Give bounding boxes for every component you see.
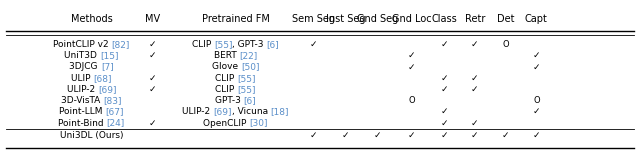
Text: Pretrained FM: Pretrained FM [202,14,269,24]
Text: ✓: ✓ [148,74,156,83]
Text: ✓: ✓ [441,131,449,140]
Text: Class: Class [432,14,458,24]
Text: [83]: [83] [103,96,122,105]
Text: , GPT-3: , GPT-3 [232,40,267,49]
Text: ✓: ✓ [342,131,349,140]
Text: ✓: ✓ [471,119,479,128]
Text: ✓: ✓ [310,40,317,49]
Text: Gnd Seg: Gnd Seg [357,14,398,24]
Text: MV: MV [145,14,160,24]
Text: ULIP: ULIP [71,74,93,83]
Text: 3D-VisTA: 3D-VisTA [61,96,103,105]
Text: CLIP: CLIP [215,74,237,83]
Text: UniT3D: UniT3D [65,51,100,60]
Text: ✓: ✓ [408,62,415,71]
Text: ✓: ✓ [148,85,156,94]
Text: [50]: [50] [241,62,259,71]
Text: Inst Seg: Inst Seg [326,14,365,24]
Text: O: O [502,40,509,49]
Text: CLIP: CLIP [215,85,237,94]
Text: ✓: ✓ [374,131,381,140]
Text: ULIP-2: ULIP-2 [67,85,98,94]
Text: [30]: [30] [250,119,268,128]
Text: ✓: ✓ [532,131,540,140]
Text: [69]: [69] [213,107,232,116]
Text: [82]: [82] [111,40,130,49]
Text: Point-LLM: Point-LLM [59,107,106,116]
Text: O: O [533,96,540,105]
Text: [68]: [68] [93,74,112,83]
Text: ✓: ✓ [148,51,156,60]
Text: Methods: Methods [70,14,113,24]
Text: Retr: Retr [465,14,485,24]
Text: [69]: [69] [98,85,116,94]
Text: ✓: ✓ [148,40,156,49]
Text: PointCLIP v2: PointCLIP v2 [53,40,111,49]
Text: ✓: ✓ [441,107,449,116]
Text: [67]: [67] [106,107,124,116]
Text: ✓: ✓ [471,40,479,49]
Text: BERT: BERT [214,51,239,60]
Text: [24]: [24] [107,119,125,128]
Text: [55]: [55] [237,74,256,83]
Text: Capt: Capt [525,14,548,24]
Text: ✓: ✓ [532,107,540,116]
Text: Uni3DL (Ours): Uni3DL (Ours) [60,131,124,140]
Text: ✓: ✓ [502,131,509,140]
Text: [55]: [55] [237,85,256,94]
Text: Point-Bind: Point-Bind [58,119,107,128]
Text: [6]: [6] [244,96,256,105]
Text: ✓: ✓ [441,40,449,49]
Text: ULIP-2: ULIP-2 [182,107,213,116]
Text: ✓: ✓ [471,74,479,83]
Text: O: O [408,96,415,105]
Text: Gnd Loc: Gnd Loc [392,14,431,24]
Text: ✓: ✓ [408,51,415,60]
Text: Glove: Glove [212,62,241,71]
Text: ✓: ✓ [471,131,479,140]
Text: [18]: [18] [271,107,289,116]
Text: [22]: [22] [239,51,257,60]
Text: [55]: [55] [214,40,232,49]
Text: ✓: ✓ [441,85,449,94]
Text: Sem Seg: Sem Seg [292,14,335,24]
Text: Det: Det [497,14,515,24]
Text: ✓: ✓ [408,131,415,140]
Text: ✓: ✓ [441,119,449,128]
Text: ✓: ✓ [148,119,156,128]
Text: CLIP: CLIP [191,40,214,49]
Text: [6]: [6] [267,40,280,49]
Text: OpenCLIP: OpenCLIP [203,119,250,128]
Text: ✓: ✓ [532,62,540,71]
Text: 3DJCG: 3DJCG [70,62,101,71]
Text: ✓: ✓ [310,131,317,140]
Text: ✓: ✓ [532,51,540,60]
Text: , Vicuna: , Vicuna [232,107,271,116]
Text: [15]: [15] [100,51,118,60]
Text: [7]: [7] [101,62,113,71]
Text: ✓: ✓ [441,74,449,83]
Text: ✓: ✓ [471,85,479,94]
Text: GPT-3: GPT-3 [215,96,244,105]
